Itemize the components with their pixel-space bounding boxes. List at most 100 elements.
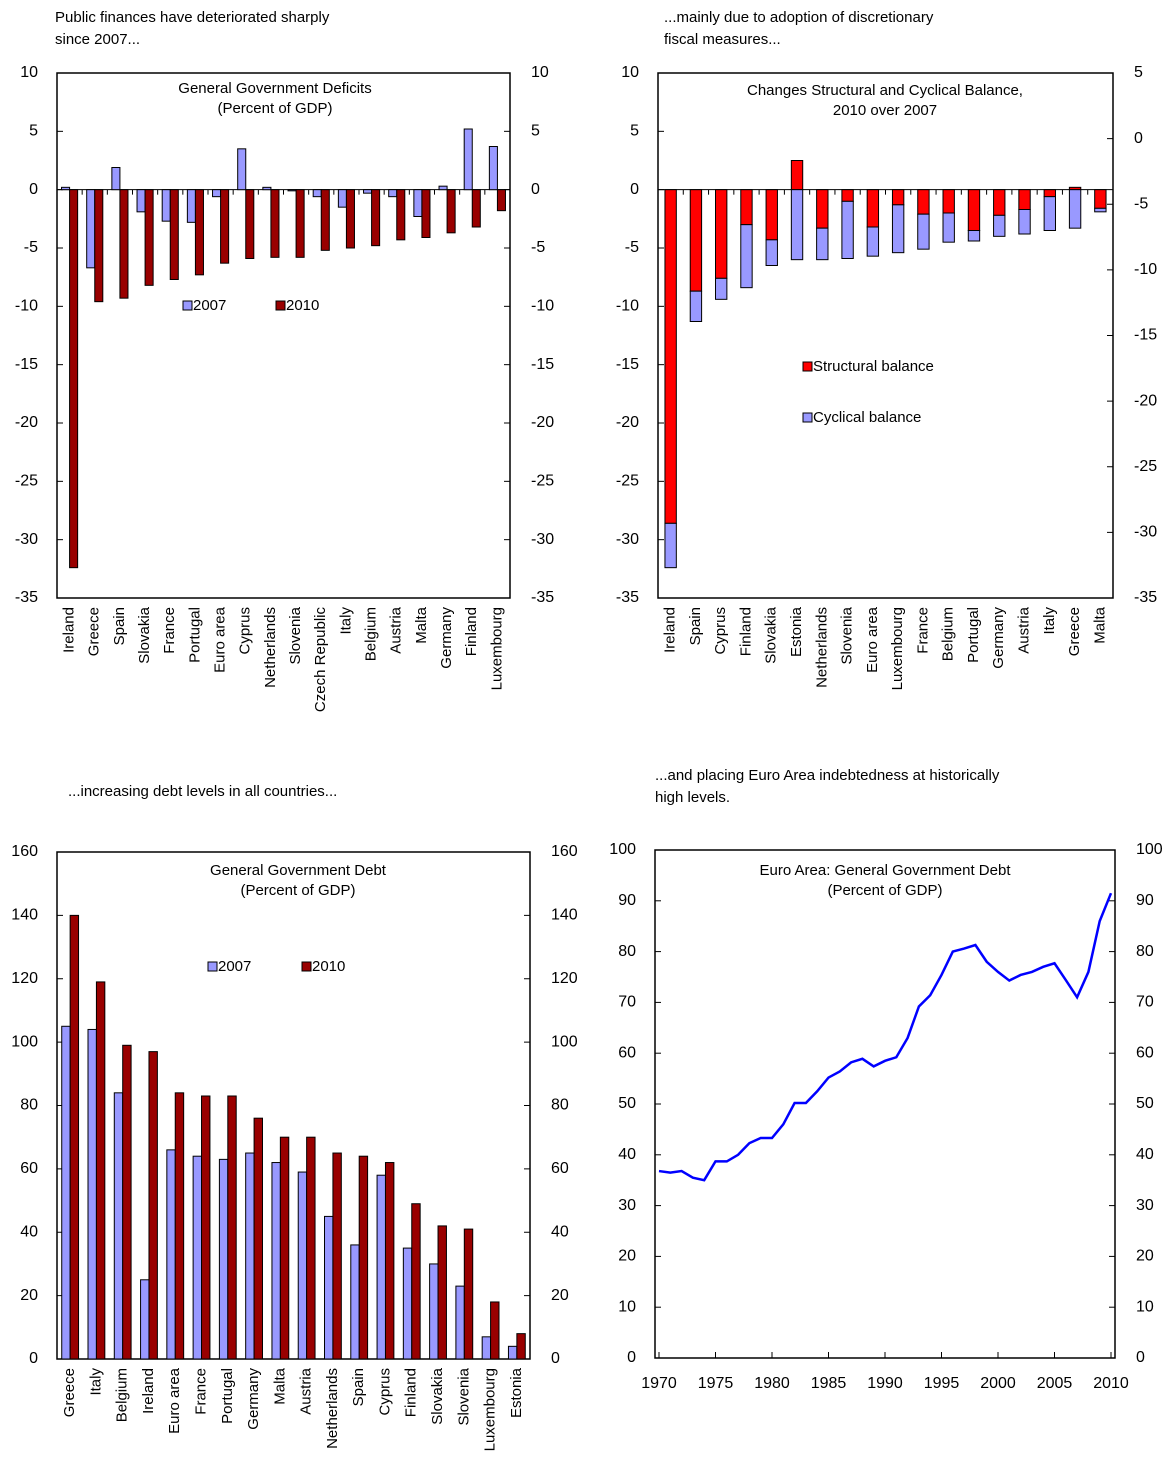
x-tick-label: Italy: [87, 1368, 104, 1396]
x-tick-label: Slovenia: [455, 1367, 472, 1425]
bar: [245, 189, 255, 260]
y2-tick-label: 120: [551, 970, 578, 987]
bar: [463, 128, 473, 191]
chart-title: General Government Deficits: [178, 80, 371, 97]
y-tick-label: -10: [616, 298, 639, 315]
y2-tick-label: -20: [1134, 392, 1157, 409]
bar-segment: [790, 160, 804, 191]
bar-segment: [993, 189, 1006, 216]
bar: [186, 189, 196, 223]
caption: fiscal measures...: [664, 31, 781, 48]
legend-swatch: [301, 961, 312, 972]
bar-segment: [689, 189, 703, 292]
bar: [421, 189, 431, 239]
x-tick-label: Ireland: [662, 607, 679, 653]
bar: [237, 148, 247, 191]
y2-tick-label: 160: [551, 843, 578, 860]
bar: [113, 1092, 124, 1360]
bar-segment: [866, 226, 880, 257]
y-tick-label: 60: [20, 1160, 38, 1177]
y-tick-label: 0: [29, 181, 38, 198]
bar-segment: [715, 189, 728, 279]
y-tick-label: 160: [11, 843, 38, 860]
x-tick-label: Estonia: [508, 1367, 525, 1418]
bar: [438, 185, 448, 191]
y2-tick-label: 5: [531, 123, 540, 140]
x-tick-label: Luxembourg: [482, 1368, 499, 1451]
bar: [402, 1247, 413, 1360]
y-tick-label: -30: [15, 531, 38, 548]
bar-segment: [993, 214, 1006, 237]
bar: [61, 186, 71, 191]
y2-tick-label: 10: [1136, 1298, 1154, 1315]
bar-segment: [891, 204, 905, 254]
x-tick-label: Ireland: [140, 1368, 157, 1414]
bar: [306, 1136, 316, 1360]
chart-subtitle: (Percent of GDP): [217, 100, 332, 117]
legend-swatch: [802, 361, 813, 372]
bar: [136, 189, 146, 213]
bar: [411, 1203, 421, 1360]
x-tick-label: Spain: [687, 607, 704, 645]
y-tick-label: -25: [616, 473, 639, 490]
bar: [69, 189, 79, 569]
x-tick-label: Slovenia: [287, 606, 304, 664]
y-tick-label: -15: [616, 356, 639, 373]
bar: [95, 981, 106, 1360]
caption: ...increasing debt levels in all countri…: [68, 783, 337, 800]
x-tick-label: 2000: [980, 1375, 1016, 1392]
legend-swatch: [275, 300, 286, 311]
bar: [396, 189, 406, 241]
bar: [446, 189, 456, 234]
y2-tick-label: 40: [1136, 1146, 1154, 1163]
y2-tick-label: -5: [1134, 195, 1148, 212]
bar: [86, 189, 96, 269]
bar: [488, 146, 498, 191]
x-tick-label: Malta: [1091, 606, 1108, 643]
bar: [220, 189, 230, 264]
bar-segment: [942, 212, 955, 243]
caption: ...and placing Euro Area indebtedness at…: [655, 767, 1000, 784]
y-tick-label: 100: [609, 841, 636, 858]
bar: [320, 189, 330, 251]
x-tick-label: Finland: [403, 1368, 420, 1417]
y2-tick-label: 10: [531, 64, 549, 81]
x-tick-label: Euro area: [166, 1367, 183, 1434]
y-tick-label: -5: [24, 239, 38, 256]
bar: [166, 1149, 176, 1360]
x-tick-label: Luxembourg: [889, 607, 906, 690]
bar-segment: [689, 290, 703, 322]
bar: [429, 1263, 439, 1360]
x-tick-label: Austria: [1015, 606, 1032, 653]
bar: [413, 189, 423, 218]
bar-segment: [664, 522, 677, 569]
x-tick-label: Italy: [337, 607, 354, 635]
legend-label: Cyclical balance: [813, 409, 921, 426]
y-tick-label: 0: [627, 1349, 636, 1366]
x-tick-label: Austria: [298, 1367, 315, 1414]
bar: [455, 1285, 465, 1360]
bar: [279, 1136, 290, 1360]
x-tick-label: Slovakia: [429, 1367, 446, 1424]
y-tick-label: 120: [11, 970, 38, 987]
y2-tick-label: -35: [1134, 589, 1157, 606]
bar: [463, 1228, 474, 1360]
y-tick-label: -5: [625, 239, 639, 256]
bar: [94, 189, 104, 303]
y-tick-label: 80: [618, 943, 636, 960]
bar: [363, 189, 373, 194]
x-tick-label: Luxembourg: [488, 607, 505, 690]
x-tick-label: Slovakia: [136, 606, 153, 663]
x-tick-label: Slovenia: [839, 606, 856, 664]
legend-label: 2010: [286, 297, 319, 314]
y2-tick-label: 0: [551, 1350, 560, 1367]
x-tick-label: Greece: [86, 607, 103, 656]
y-tick-label: 0: [29, 1350, 38, 1367]
bar: [471, 189, 481, 228]
x-tick-label: Portugal: [219, 1368, 236, 1424]
x-tick-label: France: [161, 607, 178, 654]
bar-segment: [816, 189, 829, 229]
bar: [245, 1152, 255, 1360]
y2-tick-label: -15: [1134, 327, 1157, 344]
bar: [496, 189, 506, 212]
